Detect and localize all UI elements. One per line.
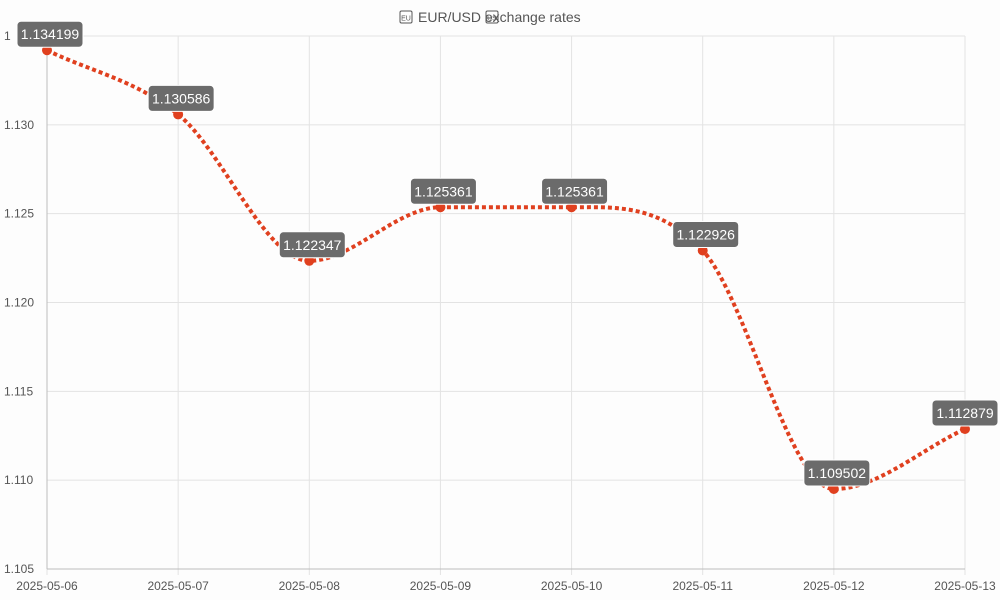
y-tick-label: 1.105 [4,562,34,576]
axes: 1.105 1.110 1.115 1.120 1.125 1.130 1 2025-05-0… [4,29,996,593]
data-label-background [16,20,84,48]
data-label: 1.134199 [16,20,84,48]
data-label-background [278,231,346,259]
data-label-background [672,221,740,249]
chart-title: EU EUR/USD exchange rates US [399,9,581,25]
data-label: 1.125361 [541,177,609,205]
data-label-background [931,399,999,427]
data-label-text: 1.112879 [936,405,994,421]
y-tick-label: 1.115 [4,384,33,398]
x-tick-label: 2025-05-08 [279,579,341,593]
data-label-background [147,84,215,112]
data-label: 1.130586 [147,84,215,112]
data-label-text: 1.109502 [808,465,867,481]
data-label: 1.122347 [278,231,346,259]
data-label: 1.112879 [931,399,999,427]
data-label: 1.109502 [803,459,871,487]
x-tick-label: 2025-05-12 [803,579,865,593]
data-label-background [541,177,609,205]
x-tick-label: 2025-05-13 [934,579,996,593]
us-flag-icon: US [485,10,499,24]
y-tick-label: 1.110 [4,473,33,487]
data-label-background [409,177,477,205]
y-tick-label: 1 [4,29,11,43]
grid [46,35,966,575]
y-tick-label: 1.130 [4,118,34,132]
data-label-text: 1.130586 [152,90,211,106]
data-label-text: 1.125361 [414,183,473,199]
x-tick-label: 2025-05-06 [16,579,78,593]
series-layer [46,48,966,492]
series-line [46,48,966,492]
data-label: 1.122926 [672,221,740,249]
x-tick-label: 2025-05-09 [410,579,472,593]
data-label-text: 1.122347 [283,237,342,253]
x-tick-label: 2025-05-11 [672,579,733,593]
x-tick-label: 2025-05-07 [147,579,209,593]
eu-flag-icon: EU [399,10,413,24]
y-tick-label: 1.120 [4,296,34,310]
svg-text:US: US [487,16,497,23]
data-label-background [803,459,871,487]
data-label-text: 1.125361 [545,183,604,199]
data-points [42,45,970,495]
data-label-text: 1.134199 [21,26,80,42]
data-labels: 1.134199 1.130586 1.122347 1.125361 1.125361… [16,20,999,487]
y-tick-label: 1.125 [4,207,34,221]
chart-title-text: EUR/USD exchange rates [418,9,581,25]
svg-text:EU: EU [401,16,411,23]
x-tick-label: 2025-05-10 [541,579,603,593]
data-label: 1.125361 [409,177,477,205]
data-label-text: 1.122926 [677,227,736,243]
